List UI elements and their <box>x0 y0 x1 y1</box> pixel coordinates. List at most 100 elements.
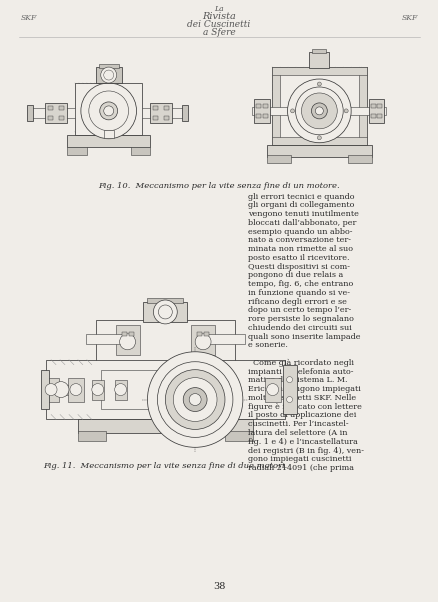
Text: impianti di telefonia auto-: impianti di telefonia auto- <box>247 368 353 376</box>
Text: chiudendo dei circuiti sui: chiudendo dei circuiti sui <box>247 324 351 332</box>
Bar <box>197 332 201 336</box>
Text: Fig. 10.  Meccanismo per la vite senza fine di un motore.: Fig. 10. Meccanismo per la vite senza fi… <box>98 182 339 190</box>
Circle shape <box>53 382 69 397</box>
Circle shape <box>317 82 321 86</box>
Text: posto esatto il ricevitore.: posto esatto il ricevitore. <box>247 254 349 262</box>
Bar <box>153 106 158 110</box>
Text: figure è indicato con lettere: figure è indicato con lettere <box>247 403 361 411</box>
Bar <box>309 52 328 68</box>
Circle shape <box>266 383 278 396</box>
Text: La: La <box>214 5 223 13</box>
Bar <box>147 298 183 303</box>
Text: dei registri (B in fig. 4), ven-: dei registri (B in fig. 4), ven- <box>247 447 363 455</box>
Text: matica del sistema L. M.: matica del sistema L. M. <box>247 376 346 385</box>
Bar <box>68 377 84 402</box>
Bar <box>27 105 33 121</box>
Bar <box>377 114 381 118</box>
Bar <box>99 64 118 68</box>
Circle shape <box>88 91 128 131</box>
Bar <box>272 137 366 144</box>
Bar <box>252 107 385 115</box>
Bar <box>272 67 279 144</box>
Circle shape <box>147 352 242 447</box>
Text: quali sono inserite lampade: quali sono inserite lampade <box>247 333 360 341</box>
Circle shape <box>70 383 82 396</box>
Text: SKF: SKF <box>401 14 417 22</box>
Circle shape <box>287 79 350 143</box>
Bar <box>128 332 133 336</box>
Bar <box>370 114 374 118</box>
Circle shape <box>99 102 117 120</box>
Bar <box>263 114 268 118</box>
Bar <box>48 106 53 110</box>
Circle shape <box>173 377 216 421</box>
Text: dopo un certo tempo l’er-: dopo un certo tempo l’er- <box>247 306 350 314</box>
Circle shape <box>295 87 343 135</box>
Circle shape <box>301 93 336 129</box>
Bar <box>370 104 374 108</box>
Circle shape <box>195 334 211 350</box>
Bar <box>78 432 106 441</box>
Circle shape <box>286 397 292 403</box>
Bar <box>101 370 230 409</box>
Text: radiali 214091 (che prima: radiali 214091 (che prima <box>247 464 353 472</box>
Text: gli errori tecnici e quando: gli errori tecnici e quando <box>247 193 353 200</box>
Bar <box>224 432 252 441</box>
Bar <box>204 332 208 336</box>
Bar <box>191 325 215 355</box>
Bar <box>150 103 172 123</box>
Circle shape <box>183 388 207 412</box>
Text: fig. 1 e 4) e l’incastellatura: fig. 1 e 4) e l’incastellatura <box>247 438 357 445</box>
Bar <box>254 99 269 123</box>
Circle shape <box>120 334 135 350</box>
Text: vengono tenuti inutilmente: vengono tenuti inutilmente <box>247 210 358 218</box>
Bar <box>182 105 188 121</box>
Bar <box>67 147 87 155</box>
Text: rificano degli errori e se: rificano degli errori e se <box>247 297 346 306</box>
Circle shape <box>286 377 292 383</box>
Circle shape <box>343 109 347 113</box>
Bar <box>377 104 381 108</box>
Bar <box>264 377 280 402</box>
Bar <box>92 380 103 400</box>
Circle shape <box>158 305 172 319</box>
Text: Ericsson vengono impiegati: Ericsson vengono impiegati <box>247 385 360 393</box>
Bar <box>114 380 126 400</box>
Bar <box>142 108 187 118</box>
Bar <box>95 67 121 83</box>
Text: esempio quando un abbo-: esempio quando un abbo- <box>247 228 352 235</box>
Text: molti cuscinetti SKF. Nelle: molti cuscinetti SKF. Nelle <box>247 394 355 402</box>
Bar <box>164 106 169 110</box>
Circle shape <box>165 370 224 429</box>
Bar <box>282 365 296 414</box>
Bar <box>368 99 384 123</box>
Text: Rivista: Rivista <box>201 12 235 21</box>
Text: Questi dispositivi si com-: Questi dispositivi si com- <box>247 262 349 270</box>
Bar <box>267 144 371 157</box>
Text: rore persiste lo segnalano: rore persiste lo segnalano <box>247 315 353 323</box>
Text: 38: 38 <box>212 582 225 591</box>
Bar <box>43 377 59 402</box>
Text: Come già ricordato negli: Come già ricordato negli <box>247 359 353 367</box>
Circle shape <box>45 383 57 396</box>
Bar <box>67 135 150 147</box>
Bar <box>45 103 67 123</box>
Bar <box>78 420 252 433</box>
Bar <box>267 155 290 163</box>
Circle shape <box>153 300 177 324</box>
Text: in funzione quando si ve-: in funzione quando si ve- <box>247 289 349 297</box>
Bar <box>143 302 187 322</box>
Bar <box>358 67 366 144</box>
Text: Fig. 11.  Meccanismo per la vite senza fine di due motori.: Fig. 11. Meccanismo per la vite senza fi… <box>43 462 287 470</box>
Text: a Sfere: a Sfere <box>202 28 235 37</box>
Bar <box>130 147 150 155</box>
Bar <box>30 108 75 118</box>
Circle shape <box>314 107 323 115</box>
Bar <box>347 155 371 163</box>
Bar <box>272 67 366 144</box>
Bar <box>59 116 64 120</box>
Bar <box>46 385 76 394</box>
Bar <box>59 106 64 110</box>
Bar <box>153 116 158 120</box>
Text: SKF: SKF <box>21 14 37 22</box>
